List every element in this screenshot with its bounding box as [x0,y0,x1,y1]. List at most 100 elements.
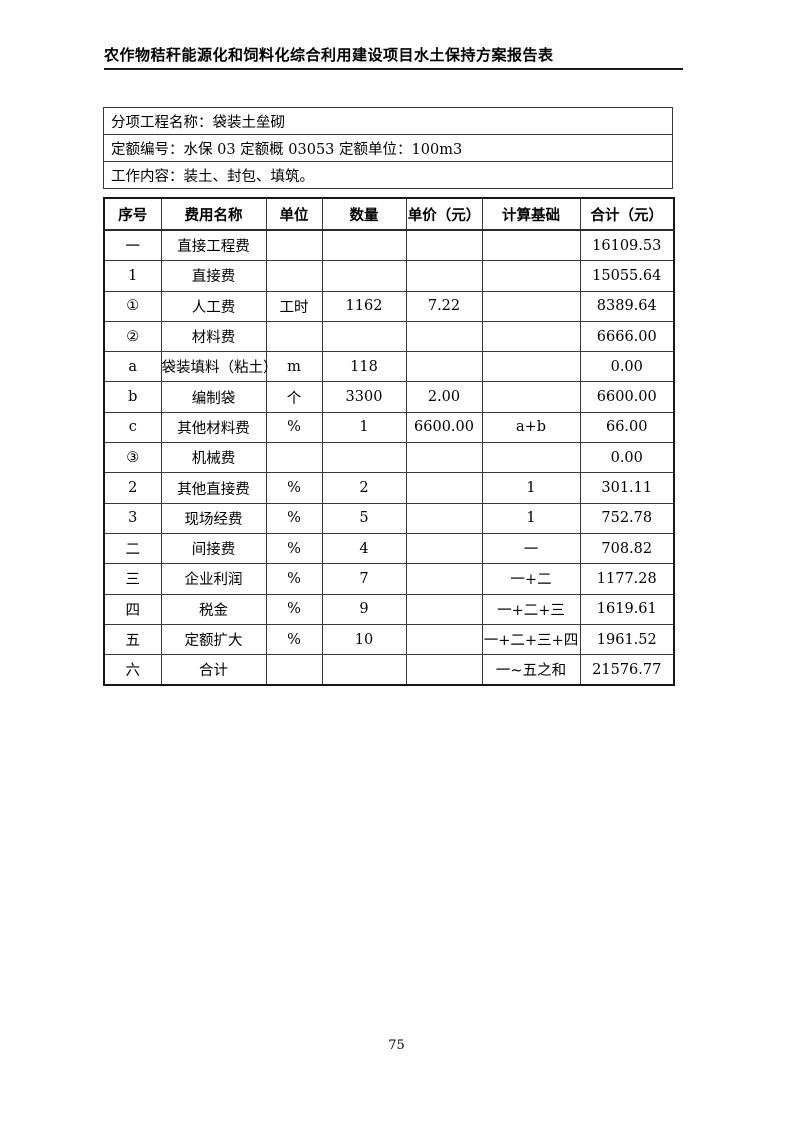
table-cell: 定额扩大 [160,623,267,656]
table-cell: ② [103,320,162,353]
table-cell: 8389.64 [579,290,675,322]
table-cell: 材料费 [160,320,267,353]
table-cell: 一+二+三+四 [481,623,581,656]
table-cell: ① [103,290,162,322]
table-cell [405,260,483,292]
table-cell [321,320,407,353]
info-row: 定额编号：水保 03 定额概 03053 定额单位：100m3 [103,134,673,162]
table-cell: a [103,351,162,383]
table-cell: 四 [103,593,162,625]
table-row: b 编制袋个 3300 2.00 6600.00 [103,381,675,413]
table-cell: 一~五之和 [481,654,581,686]
table-cell [265,260,323,292]
table-cell: 编制袋 [160,381,267,413]
table-cell: 5 [321,502,407,534]
table-cell: 15055.64 [579,260,675,292]
table-cell: 一 [103,229,162,262]
col-header-unit-price: 单价（元） [405,197,483,231]
table-cell: 1961.52 [579,623,675,656]
table-cell [405,351,483,383]
table-cell: 一 [481,532,581,565]
table-cell [481,381,581,413]
table-cell: m [265,351,323,383]
table-cell: 三 [103,563,162,595]
table-cell [481,351,581,383]
table-cell: ③ [103,442,162,474]
table-cell: 其他材料费 [160,411,267,444]
table-cell [405,654,483,686]
col-header-calc-basis: 计算基础 [481,197,581,231]
table-cell [405,442,483,474]
table-cell: 301.11 [579,472,675,504]
table-row: ② 材料费 6666.00 [103,320,675,353]
table-cell: 66.00 [579,411,675,444]
table-cell: 企业利润 [160,563,267,595]
info-row: 分项工程名称：袋装土垒砌 [103,107,673,135]
table-cell: 3 [103,502,162,534]
table-cell: 人工费 [160,290,267,322]
info-quota-line: 定额编号：水保 03 定额概 03053 定额单位：100m3 [103,134,673,162]
table-cell: 3300 [321,381,407,413]
table-cell: 6600.00 [405,411,483,444]
table-cell: c [103,411,162,444]
table-cell: 其他直接费 [160,472,267,504]
table-cell [481,290,581,322]
table-cell: 直接费 [160,260,267,292]
table-cell: a+b [481,411,581,444]
info-project-name: 分项工程名称：袋装土垒砌 [103,107,673,135]
table-row: 四税金% 9 一+二+三 1619.61 [103,593,675,625]
table-cell: 10 [321,623,407,656]
table-cell: 118 [321,351,407,383]
info-row: 工作内容：装土、封包、填筑。 [103,161,673,189]
col-header-quantity: 数量 [321,197,407,231]
table-cell [265,229,323,262]
table-cell: 1 [321,411,407,444]
table-row: a 袋装填料（粘土） m 118 0.00 [103,351,675,383]
table-cell: 一+二+三 [481,593,581,625]
col-header-cost-name: 费用名称 [160,197,267,231]
table-cell: 直接工程费 [160,229,267,262]
table-cell: b [103,381,162,413]
table-cell: 7 [321,563,407,595]
table-cell [405,502,483,534]
table-row: 五定额扩大% 10 一+二+三+四 1961.52 [103,623,675,656]
table-row: 1 直接费 15055.64 [103,260,675,292]
table-cell: % [265,593,323,625]
table-cell: 一+二 [481,563,581,595]
table-cell: % [265,623,323,656]
cost-table-body: 一直接工程费 16109.53 1 直接费 15055.64 ① 人工费 工时 1162 7.22… [103,229,675,686]
table-cell [405,229,483,262]
table-cell: 4 [321,532,407,565]
table-cell: % [265,472,323,504]
table-cell: % [265,532,323,565]
col-header-seq: 序号 [103,197,162,231]
table-row: 二间接费% 4 一 708.82 [103,532,675,565]
table-cell [405,320,483,353]
table-cell [405,563,483,595]
table-cell: 袋装填料（粘土） [160,351,278,383]
table-row: ① 人工费 工时 1162 7.22 8389.64 [103,290,675,322]
table-cell: 1 [481,472,581,504]
table-cell [265,442,323,474]
table-cell: 9 [321,593,407,625]
table-cell: 21576.77 [579,654,675,686]
table-cell: 6600.00 [579,381,675,413]
table-header-row: 序号 费用名称 单位 数量 单价（元） 计算基础 合计（元） [103,197,675,231]
table-cell: 1177.28 [579,563,675,595]
table-cell: 五 [103,623,162,656]
table-cell: 二 [103,532,162,565]
table-cell [321,260,407,292]
table-cell: 1 [103,260,162,292]
table-cell: 1619.61 [579,593,675,625]
table-cell [321,229,407,262]
table-cell: 1 [481,502,581,534]
table-row: 六合计 一~五之和 21576.77 [103,654,675,686]
table-cell: % [265,411,323,444]
table-cell: 752.78 [579,502,675,534]
table-cell [321,442,407,474]
table-cell: 7.22 [405,290,483,322]
document-header-title: 农作物秸秆能源化和饲料化综合利用建设项目水土保持方案报告表 [104,46,554,64]
table-cell: 1162 [321,290,407,322]
table-cell [481,320,581,353]
